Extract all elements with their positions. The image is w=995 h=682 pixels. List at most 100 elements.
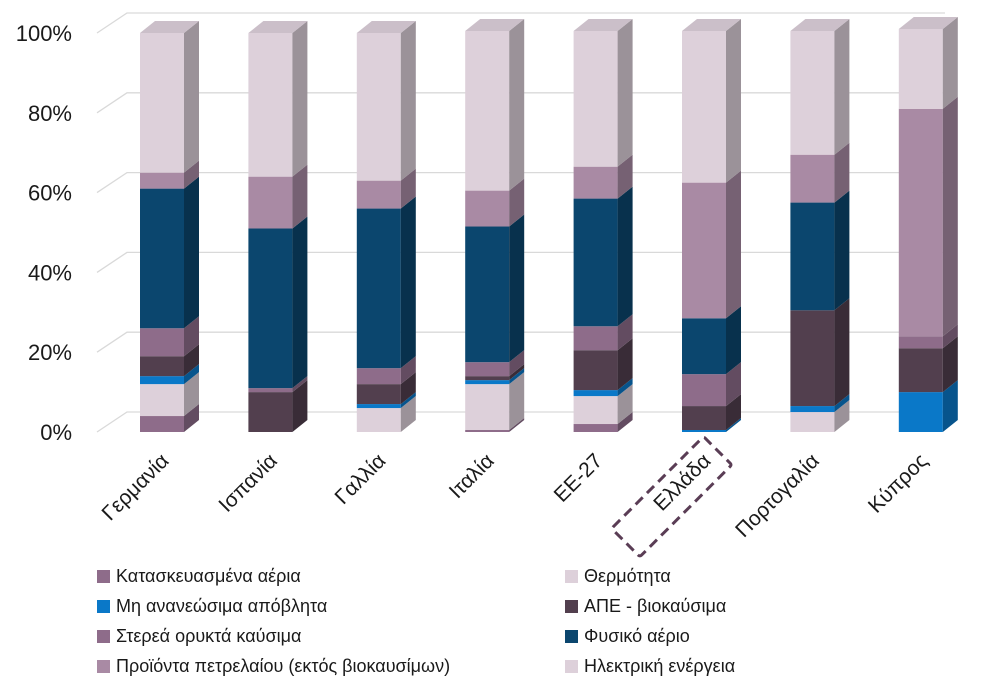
gridline — [96, 251, 945, 273]
bar-segment-front — [140, 33, 184, 173]
bar-segment-side — [834, 19, 850, 155]
bar-segment-side — [400, 372, 416, 405]
bar-segment-side — [184, 316, 199, 357]
bar-segment-front — [465, 430, 510, 432]
bar-segment-front — [573, 198, 618, 327]
bar-segment — [682, 394, 741, 431]
legend-label: Στερεά ορυκτά καύσιμα — [116, 626, 301, 646]
bar-segment-side — [942, 380, 958, 432]
bar-segment-front — [465, 384, 510, 431]
bar-segment-side — [834, 298, 850, 407]
bar-segment — [465, 418, 525, 432]
bar-segment-side — [617, 384, 633, 425]
bar-segment-side — [617, 378, 633, 397]
bar-segment-side — [400, 356, 416, 385]
bar-segment-side — [617, 186, 633, 327]
bar-top — [898, 17, 958, 30]
bar-segment-side — [726, 418, 741, 432]
bar-segment-front — [682, 374, 726, 407]
bar-segment-front — [248, 33, 293, 177]
bar-segment — [465, 364, 525, 381]
bar-segment-side — [726, 362, 741, 407]
bar-segment-side — [617, 154, 633, 199]
bar-segment — [248, 164, 308, 229]
bar-segment — [573, 378, 633, 397]
bar-segment-side — [726, 394, 741, 431]
highlight — [610, 435, 733, 558]
bar-segment-front — [140, 416, 184, 432]
gridline — [96, 331, 945, 353]
bar-segment-front — [682, 430, 726, 432]
bar-segment-front — [465, 190, 510, 227]
bar-segment — [465, 372, 525, 431]
bar-segment-side — [400, 396, 416, 432]
bar-segment — [356, 196, 416, 369]
bar-segment-front — [465, 362, 510, 377]
legend-swatch — [565, 630, 578, 643]
bar-segment-front — [248, 228, 293, 389]
bar-segment — [573, 186, 633, 327]
bar-top — [356, 21, 416, 33]
bar-segment — [790, 298, 850, 407]
bar-segment-side — [184, 344, 199, 377]
bar-segment-front — [573, 390, 618, 397]
bar-segment — [790, 19, 850, 155]
bar-segment-side — [834, 394, 850, 413]
gridlines — [96, 12, 945, 433]
bar-segment — [898, 324, 958, 349]
legend-swatch — [97, 570, 110, 583]
y-tick-label: 100% — [16, 21, 72, 46]
bar-segment-side — [509, 372, 525, 431]
bar-segment — [140, 364, 199, 385]
bar-segment — [790, 190, 850, 311]
y-tick-label: 20% — [28, 340, 72, 365]
bar-segment-side — [726, 306, 741, 375]
x-category-label: Πορτογαλία — [731, 449, 824, 542]
bar-segment-side — [184, 160, 199, 189]
bar-segment-side — [184, 404, 199, 432]
bar-segment — [356, 168, 416, 209]
bar-segment-side — [942, 336, 958, 393]
x-category-label: Ισπανία — [214, 449, 281, 516]
bar-segment-side — [400, 168, 416, 209]
bar-segment-side — [834, 142, 850, 203]
bar-segment-front — [356, 404, 401, 409]
bar-segment-front — [790, 406, 835, 413]
bar-segment-front — [573, 31, 618, 167]
highlight-box — [610, 435, 733, 558]
bar-segment-side — [184, 176, 199, 329]
bar-segment-side — [184, 364, 199, 385]
bar-segment-side — [617, 19, 633, 167]
bar-segment — [790, 394, 850, 413]
bar-segment-front — [140, 384, 184, 417]
gridline — [96, 411, 945, 433]
legend: Κατασκευασμένα αέρια Θερμότητα Μη ανανεώσι… — [97, 566, 735, 676]
bar-segment-side — [292, 21, 308, 177]
bar-segment-side — [509, 214, 525, 363]
bar-segment-front — [465, 31, 510, 191]
bar-top — [790, 19, 850, 32]
bar-segment-side — [834, 190, 850, 311]
bar-segment-front — [790, 154, 835, 203]
bar-segment-front — [573, 326, 618, 351]
bar-segment-side — [400, 196, 416, 369]
bar-top — [682, 19, 741, 32]
bar-segment-side — [617, 412, 633, 432]
bar-segment-front — [356, 368, 401, 385]
bar-segment-front — [790, 31, 835, 155]
legend-label: Προϊόντα πετρελαίου (εκτός βιοκαυσίμων) — [116, 656, 450, 676]
bar-segment-front — [790, 412, 835, 432]
bar-segment-front — [356, 208, 401, 369]
legend-label: Φυσικό αέριο — [584, 626, 690, 646]
bar-segment-side — [509, 368, 525, 385]
bar-segment-front — [248, 176, 293, 229]
legend-swatch — [97, 630, 110, 643]
legend-swatch — [565, 600, 578, 613]
bar-segment-side — [509, 364, 525, 381]
legend-swatch — [97, 600, 110, 613]
bar-segment — [356, 21, 416, 181]
bar-segment — [898, 336, 958, 393]
bar-segment — [140, 404, 199, 432]
legend-label: Θερμότητα — [584, 566, 671, 586]
bar-segment-front — [898, 348, 943, 393]
